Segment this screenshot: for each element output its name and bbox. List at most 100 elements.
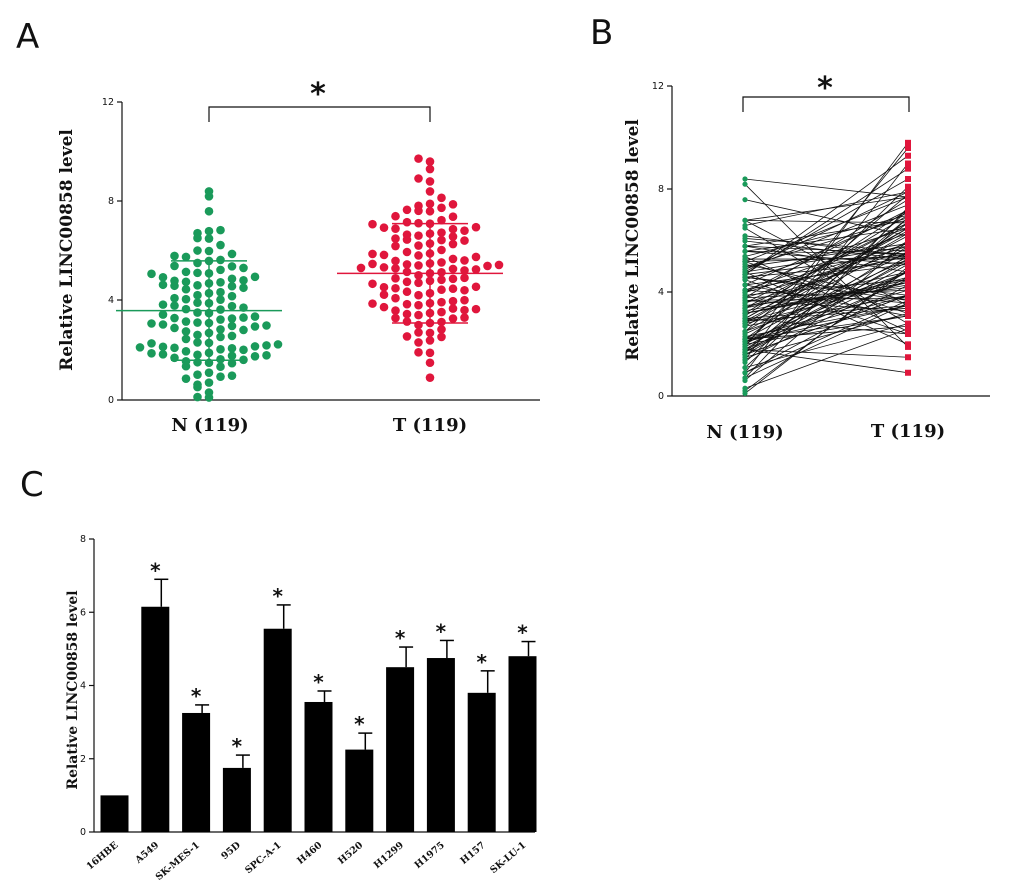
panel-c-category-label: 16HBE	[85, 840, 121, 873]
panel-a-point-t	[437, 268, 446, 277]
panel-b-point-t	[905, 269, 911, 275]
panel-a-point-t	[425, 206, 435, 216]
panel-b-point-n	[742, 300, 748, 306]
panel-a-point-n	[216, 295, 225, 304]
panel-b-point-n	[742, 339, 748, 345]
panel-b-point-n	[742, 266, 748, 273]
panel-b-pair-line	[744, 217, 909, 368]
panel-a-point-n	[216, 315, 225, 324]
panel-b-x-label-t: T (119)	[871, 421, 945, 442]
panel-a-point-n	[170, 293, 179, 303]
panel-a-point-n	[158, 342, 168, 352]
panel-a-point-n	[227, 301, 237, 311]
panel-b-pair-line	[744, 230, 909, 319]
panel-c-category-label: H1299	[372, 840, 406, 871]
panel-b-point-n	[742, 197, 748, 203]
panel-a-point-t	[437, 317, 446, 327]
panel-a-point-n	[193, 280, 202, 290]
panel-a-point-t	[414, 348, 423, 357]
panel-b-significance-star: *	[817, 71, 833, 106]
panel-a-point-t	[414, 328, 423, 337]
panel-b-pair-line	[744, 263, 909, 356]
panel-a-point-n	[227, 371, 237, 380]
panel-a-point-t	[448, 232, 458, 241]
panel-a-point-t	[414, 300, 423, 310]
panel-a-point-n	[227, 262, 237, 271]
panel-a-point-n	[204, 368, 214, 377]
panel-b-significance-bracket	[742, 96, 910, 112]
panel-a-point-t	[460, 305, 469, 315]
panel-a-point-t	[437, 245, 446, 255]
panel-a-point-n	[181, 374, 191, 383]
panel-a-point-n	[181, 304, 191, 314]
panel-a-point-t	[368, 299, 377, 308]
panel-c-category-label: SK-MES-1	[154, 840, 202, 883]
panel-a-point-n	[193, 228, 202, 238]
panel-a-point-t	[437, 193, 446, 203]
panel-b-point-t	[905, 152, 911, 159]
panel-b-pair-line	[744, 219, 909, 247]
panel-a-point-t	[471, 222, 481, 232]
panel-a-point-t	[402, 309, 412, 319]
panel-a-point-t	[471, 282, 481, 292]
panel-c-bar-h157	[467, 692, 496, 832]
panel-a-point-t	[391, 211, 400, 221]
panel-a-point-t	[402, 205, 412, 215]
panel-a-point-t	[414, 154, 423, 163]
panel-b-point-n	[742, 315, 748, 322]
panel-a-point-t	[391, 293, 400, 303]
panel-a-point-t	[391, 241, 400, 251]
panel-a-point-n	[262, 321, 271, 330]
panel-a-point-n	[250, 322, 260, 331]
panel-a-point-t	[437, 332, 446, 342]
panel-a-point-t	[391, 306, 400, 315]
panel-a-points	[135, 154, 504, 402]
panel-a-point-n	[227, 274, 237, 284]
panel-b-pair-line	[744, 294, 909, 343]
panel-b-point-t	[905, 209, 911, 216]
panel-a-point-t	[414, 174, 423, 183]
panel-a-point-t	[460, 273, 469, 283]
panel-a-point-t	[368, 219, 377, 229]
panel-a-point-t	[414, 310, 423, 320]
panel-b-point-n	[742, 217, 748, 223]
panel-a-point-t	[448, 296, 458, 306]
panel-b-point-t	[905, 354, 911, 361]
panel-b-pair-line	[744, 222, 909, 304]
panel-c-bar-sk-mes-1	[182, 712, 211, 832]
panel-c-significance-star: *	[476, 650, 487, 674]
panel-b-pair-line	[744, 250, 909, 255]
panel-a-point-n	[158, 273, 168, 282]
panel-b-ytick-label-4: 4	[658, 287, 664, 298]
panel-c-significance-star: *	[436, 619, 447, 643]
panel-a-point-t	[448, 200, 458, 209]
panel-a-point-n	[147, 269, 156, 279]
panel-b-point-n	[742, 259, 748, 265]
panel-b-pair-line	[744, 325, 909, 340]
panel-b-point-t	[905, 341, 911, 348]
panel-b-point-t	[905, 160, 911, 167]
panel-a-ytick-label-0: 0	[108, 395, 114, 406]
panel-a-point-n	[239, 263, 248, 273]
panel-a-point-n	[181, 294, 191, 304]
panel-a-point-n	[147, 339, 156, 348]
panel-a-point-n	[239, 283, 248, 293]
panel-b-point-t	[905, 225, 911, 232]
panel-a-point-t	[448, 224, 458, 234]
panel-b-point-t	[905, 165, 911, 172]
panel-b-point-t	[905, 320, 911, 327]
panel-a-point-n	[158, 310, 168, 319]
panel-b-pair-line	[744, 232, 909, 327]
panel-a-point-t	[437, 275, 446, 285]
panel-a-point-n	[262, 351, 271, 360]
panel-c-bar-h1975	[426, 658, 455, 832]
panel-b-point-n	[742, 375, 748, 381]
panel-c-significance-star: *	[150, 558, 161, 582]
panel-a-point-n	[216, 345, 225, 354]
panel-a-point-n	[181, 277, 191, 287]
panel-a-point-n	[216, 225, 225, 235]
panel-b-point-n	[742, 333, 748, 340]
panel-a-point-n	[193, 318, 202, 327]
panel-c-bar-h1299	[386, 667, 415, 832]
panel-c-y-ticks: 0 2 4 6 8	[80, 534, 94, 838]
